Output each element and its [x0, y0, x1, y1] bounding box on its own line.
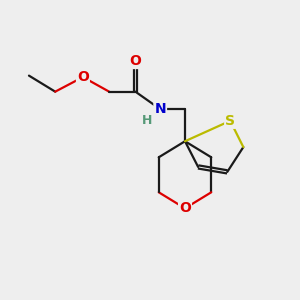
Text: O: O: [77, 70, 89, 84]
Text: H: H: [142, 114, 152, 127]
Text: O: O: [179, 201, 191, 215]
Text: N: N: [154, 102, 166, 116]
Text: S: S: [225, 114, 235, 128]
Text: O: O: [130, 54, 141, 68]
